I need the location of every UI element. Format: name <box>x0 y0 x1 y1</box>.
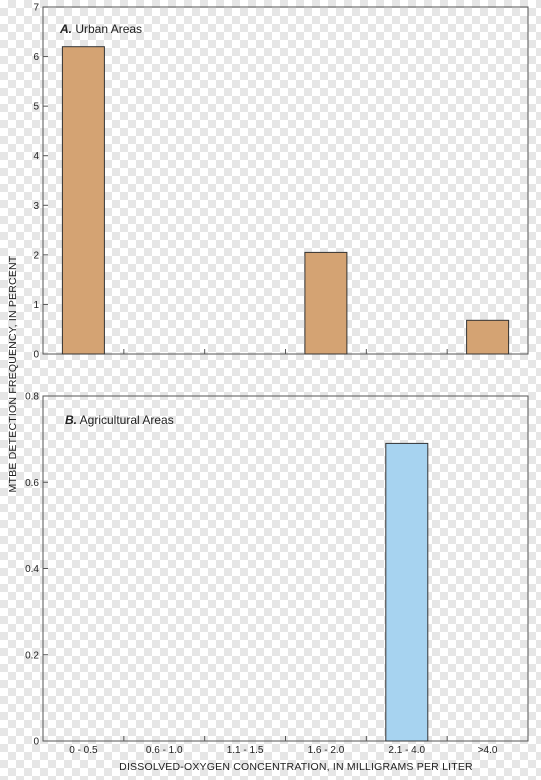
urban-y-tick-label-6: 6 <box>33 52 39 63</box>
urban-y-tick-label-3: 3 <box>33 201 39 212</box>
agricultural-y-tick-label-2: 0.4 <box>25 564 39 575</box>
x-tick-label-4: 2.1 - 4.0 <box>388 745 425 756</box>
x-tick-label-3: 1.6 - 2.0 <box>308 745 345 756</box>
agricultural-plot-frame <box>42 395 529 742</box>
urban-x-ticks <box>123 349 448 354</box>
urban-bar-0 <box>61 46 105 355</box>
urban-bar-5 <box>466 319 510 355</box>
urban-bar-3 <box>304 251 348 355</box>
urban-y-tick-label-2: 2 <box>33 250 39 261</box>
urban-y-tick-label-0: 0 <box>33 350 39 361</box>
agricultural-y-tick-label-0: 0 <box>33 737 39 748</box>
urban-areas-panel: A. Urban Areas 0 1 2 3 4 5 6 7 <box>33 3 529 361</box>
agricultural-bars <box>385 442 429 742</box>
agricultural-y-tick-label-3: 0.6 <box>25 478 39 489</box>
urban-panel-title: A. Urban Areas <box>59 22 142 36</box>
x-tick-label-1: 0.6 - 1.0 <box>146 745 183 756</box>
urban-y-tick-label-4: 4 <box>33 151 39 162</box>
agricultural-bar-4 <box>385 442 429 742</box>
x-tick-label-2: 1.1 - 1.5 <box>227 745 264 756</box>
agricultural-panel-letter: B. <box>65 413 77 427</box>
urban-panel-letter: A. <box>59 22 72 36</box>
agricultural-panel-title: B. Agricultural Areas <box>65 413 174 427</box>
urban-panel-name: Urban Areas <box>75 22 142 36</box>
urban-bars <box>61 46 510 355</box>
agricultural-y-tick-label-4: 0.8 <box>25 392 39 403</box>
x-tick-label-5: >4.0 <box>478 745 498 756</box>
agricultural-y-axis: 0 0.2 0.4 0.6 0.8 <box>25 392 48 748</box>
urban-y-tick-label-5: 5 <box>33 102 39 113</box>
agricultural-y-tick-label-1: 0.2 <box>25 650 39 661</box>
agricultural-x-ticks <box>123 736 448 741</box>
urban-plot-frame <box>42 6 529 355</box>
urban-y-tick-label-1: 1 <box>33 300 39 311</box>
x-tick-label-0: 0 - 0.5 <box>69 745 98 756</box>
x-tick-labels: 0 - 0.5 0.6 - 1.0 1.1 - 1.5 1.6 - 2.0 2.1 - … <box>69 745 498 756</box>
urban-y-axis: 0 1 2 3 4 5 6 7 <box>33 3 48 361</box>
agricultural-areas-panel: B. Agricultural Areas 0 0.2 0.4 0.6 0.8 <box>25 392 529 748</box>
x-axis-title: DISSOLVED-OXYGEN CONCENTRATION, IN MILLI… <box>119 761 473 773</box>
y-axis-title: MTBE DETECTION FREQUENCY, IN PERCENT <box>7 255 19 492</box>
urban-y-tick-label-7: 7 <box>33 3 39 14</box>
agricultural-panel-name: Agricultural Areas <box>80 413 174 427</box>
